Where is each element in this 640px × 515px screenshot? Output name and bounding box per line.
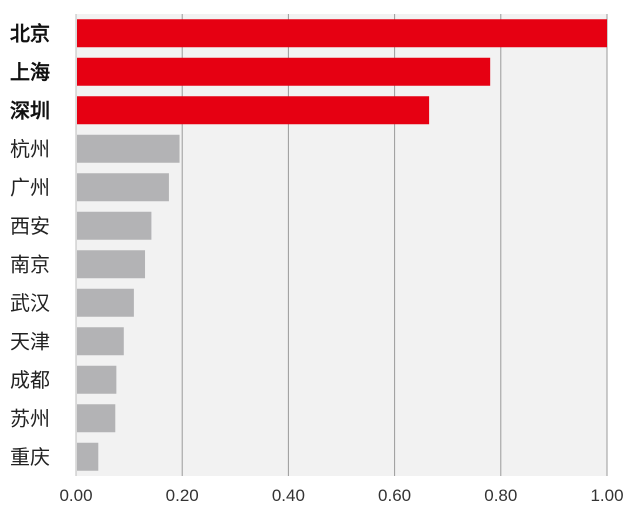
x-tick-label: 0.80 bbox=[484, 486, 517, 505]
bar-4 bbox=[77, 134, 180, 163]
bar-2 bbox=[77, 57, 491, 86]
x-tick-label: 1.00 bbox=[590, 486, 623, 505]
category-label: 北京 bbox=[10, 21, 50, 45]
bar-6 bbox=[77, 211, 152, 240]
bar-8 bbox=[77, 288, 134, 317]
bar-11 bbox=[77, 404, 116, 433]
bar-1 bbox=[77, 19, 607, 48]
category-label: 武汉 bbox=[10, 291, 50, 315]
x-tick-label: 0.00 bbox=[59, 486, 92, 505]
bar-12 bbox=[77, 442, 99, 471]
bar-5 bbox=[77, 173, 169, 202]
category-label: 广州 bbox=[10, 175, 50, 199]
x-tick-label: 0.40 bbox=[272, 486, 305, 505]
category-label: 天津 bbox=[10, 329, 50, 353]
x-tick-labels: 0.00 0.20 0.40 0.60 0.80 1.00 bbox=[59, 486, 623, 505]
category-label: 上海 bbox=[10, 60, 50, 84]
bar-7 bbox=[77, 250, 146, 279]
category-label: 南京 bbox=[10, 252, 50, 276]
plot-area bbox=[76, 14, 607, 476]
bar-3 bbox=[77, 96, 430, 125]
gridlines bbox=[75, 14, 608, 476]
category-label: 深圳 bbox=[10, 98, 50, 122]
bars bbox=[77, 19, 607, 471]
category-label: 杭州 bbox=[10, 137, 50, 161]
category-label: 苏州 bbox=[10, 406, 50, 430]
bar-9 bbox=[77, 327, 124, 356]
x-tick-label: 0.60 bbox=[378, 486, 411, 505]
category-label: 重庆 bbox=[10, 445, 50, 469]
x-tick-label: 0.20 bbox=[166, 486, 199, 505]
bar-10 bbox=[77, 365, 117, 394]
category-label: 成都 bbox=[10, 368, 50, 392]
category-label: 西安 bbox=[10, 214, 50, 238]
